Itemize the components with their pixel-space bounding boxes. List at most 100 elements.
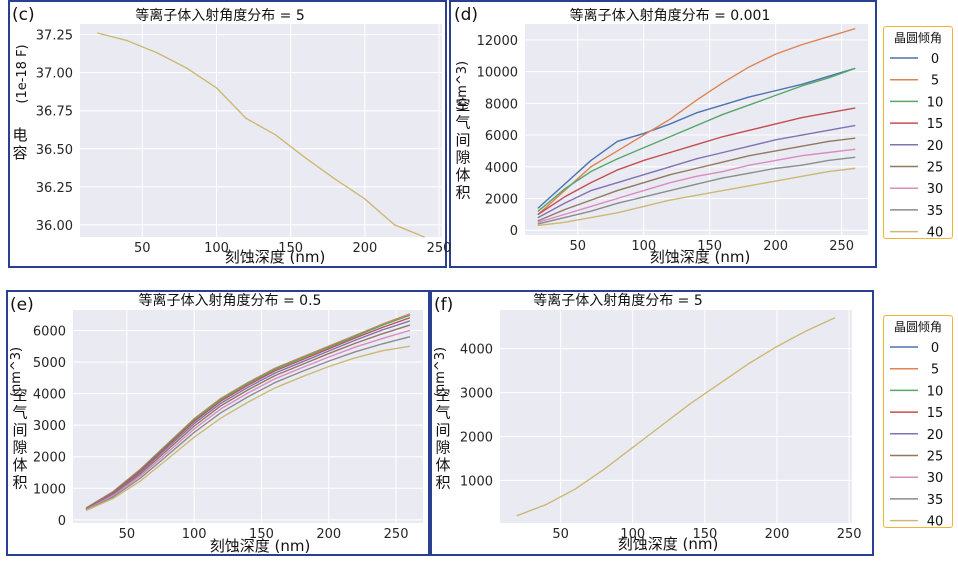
panel-d-data-point bbox=[748, 145, 750, 147]
panel-e-y-tick-label: 0 bbox=[58, 514, 66, 529]
panel-d-legend-entry: 35 bbox=[927, 204, 944, 219]
panel-c-plot-area bbox=[80, 24, 442, 237]
panel-d-data-point bbox=[801, 145, 803, 147]
panel-d-data-point bbox=[563, 202, 566, 204]
panel-d-data-point bbox=[722, 161, 724, 163]
panel-d-data-point bbox=[643, 182, 645, 184]
panel-e-data-point bbox=[139, 480, 141, 482]
panel-d-data-point bbox=[775, 167, 777, 169]
panel-d-data-point bbox=[616, 169, 618, 171]
panel-e-data-point bbox=[408, 317, 411, 319]
panel-e-data-point bbox=[274, 387, 276, 389]
panel-c-x-tick-label: 50 bbox=[134, 241, 151, 256]
panel-d-data-point bbox=[827, 75, 830, 77]
panel-d-data-point bbox=[801, 134, 803, 136]
panel-e-data-point bbox=[139, 477, 141, 479]
panel-e-data-point bbox=[139, 473, 141, 475]
panel-e-data-point bbox=[408, 324, 411, 326]
panel-e-data-point bbox=[301, 376, 303, 378]
panel-d-data-point bbox=[748, 155, 750, 157]
panel-e-data-point bbox=[301, 359, 303, 361]
panel-c-x-tick-label: 200 bbox=[352, 241, 377, 256]
panel-e-frame bbox=[6, 290, 430, 556]
panel-e-data-point bbox=[247, 389, 249, 391]
panel-d-data-point bbox=[669, 118, 671, 120]
panel-e-data-point bbox=[247, 384, 249, 386]
panel-d-x-tick-label: 100 bbox=[631, 239, 656, 254]
panel-d-data-point bbox=[616, 182, 618, 184]
panel-e-title: 等离子体入射角度分布 = 0.5 bbox=[139, 292, 322, 309]
panel-e-data-point bbox=[382, 343, 384, 345]
panel-e-data-point bbox=[193, 431, 195, 434]
panel-c-data-point bbox=[393, 224, 396, 226]
panel-e-data-point bbox=[382, 324, 384, 326]
panel-e-data-point bbox=[247, 386, 249, 388]
panel-d-data-point bbox=[827, 129, 830, 131]
panel-e-data-point bbox=[193, 419, 195, 421]
panel-d-data-point bbox=[537, 224, 539, 227]
panel-e-data-point bbox=[355, 351, 357, 353]
panel-d-data-point bbox=[775, 123, 777, 125]
panel-e-data-point bbox=[328, 365, 330, 368]
panel-d-data-point bbox=[616, 197, 618, 200]
panel-d-data-point bbox=[616, 202, 618, 204]
panel-e-data-point bbox=[220, 402, 222, 404]
panel-e-data-point bbox=[139, 470, 141, 472]
panel-c-x-axis-label: 刻蚀深度 (nm) bbox=[225, 248, 326, 266]
panel-e-data-point bbox=[166, 445, 168, 447]
panel-d-data-point bbox=[801, 155, 803, 157]
panel-c-x-tick-label: 100 bbox=[204, 241, 229, 256]
panel-f-data-point bbox=[834, 317, 836, 319]
panel-d-data-point bbox=[722, 177, 724, 179]
panel-d-y-axis-unit: (nm^3) bbox=[455, 61, 470, 111]
panel-d-data-point bbox=[775, 150, 777, 152]
panel-d-data-point bbox=[801, 83, 803, 85]
panel-c-data-point bbox=[97, 32, 99, 34]
panel-e-data-point bbox=[220, 400, 222, 402]
panel-f-data-point bbox=[718, 383, 720, 385]
panel-d-data-point bbox=[801, 164, 803, 166]
panel-d-data-point bbox=[695, 158, 698, 160]
panel-e-x-tick-label: 200 bbox=[316, 527, 341, 542]
panel-d-data-point bbox=[775, 139, 777, 141]
panel-d-legend-entry: 40 bbox=[927, 226, 944, 241]
panel-e-x-tick-label: 150 bbox=[249, 527, 274, 542]
panel-d-data-point bbox=[722, 104, 724, 106]
panel-d-data-point bbox=[616, 140, 618, 142]
panel-f-y-axis-unit: (nm^3) bbox=[433, 347, 448, 397]
panel-c-data-point bbox=[364, 198, 366, 200]
panel-d-legend-entry: 10 bbox=[927, 95, 944, 110]
panel-e-x-axis-label: 刻蚀深度 (nm) bbox=[210, 537, 311, 555]
panel-e-x-tick-label: 250 bbox=[384, 527, 409, 542]
panel-d-data-point bbox=[590, 189, 592, 192]
panel-d-data-point bbox=[563, 216, 566, 219]
panel-d-data-point bbox=[854, 28, 856, 30]
panel-f-legend-entry: 30 bbox=[927, 471, 944, 486]
panel-d-legend-entry: 30 bbox=[927, 182, 944, 197]
panel-e-data-point bbox=[193, 420, 195, 422]
panel-d-data-point bbox=[537, 223, 539, 225]
panel-c-y-axis-unit: (1e-18 F) bbox=[15, 44, 30, 103]
panel-c-label: (c) bbox=[12, 5, 35, 25]
panel-d-data-point bbox=[748, 164, 750, 166]
panel-e-data-point bbox=[274, 368, 276, 370]
panel-d-legend-entry: 20 bbox=[927, 139, 944, 154]
panel-e-data-point bbox=[166, 452, 168, 454]
panel-f-x-axis-label: 刻蚀深度 (nm) bbox=[618, 535, 719, 553]
panel-d-data-point bbox=[669, 136, 671, 138]
panel-c-y-tick-label: 36.50 bbox=[36, 143, 73, 158]
panel-d-legend-entry: 25 bbox=[927, 161, 944, 176]
panel-f-legend-entry: 25 bbox=[927, 450, 944, 465]
panel-c-y-tick-label: 36.25 bbox=[36, 181, 73, 196]
panel-d-data-point bbox=[537, 213, 539, 215]
panel-d-data-point bbox=[643, 159, 645, 162]
panel-c-x-tick-label: 250 bbox=[427, 241, 452, 256]
panel-d-data-point bbox=[695, 183, 698, 185]
panel-d-y-tick-label: 2000 bbox=[485, 193, 518, 208]
panel-e-data-point bbox=[193, 425, 195, 427]
panel-f-legend-title: 晶圆倾角 bbox=[894, 320, 942, 334]
panel-f-x-tick-label: 50 bbox=[552, 527, 569, 542]
panel-c-title: 等离子体入射角度分布 = 5 bbox=[135, 7, 305, 24]
panel-d-data-point bbox=[590, 216, 592, 219]
panel-f-legend-entry: 35 bbox=[927, 493, 944, 508]
